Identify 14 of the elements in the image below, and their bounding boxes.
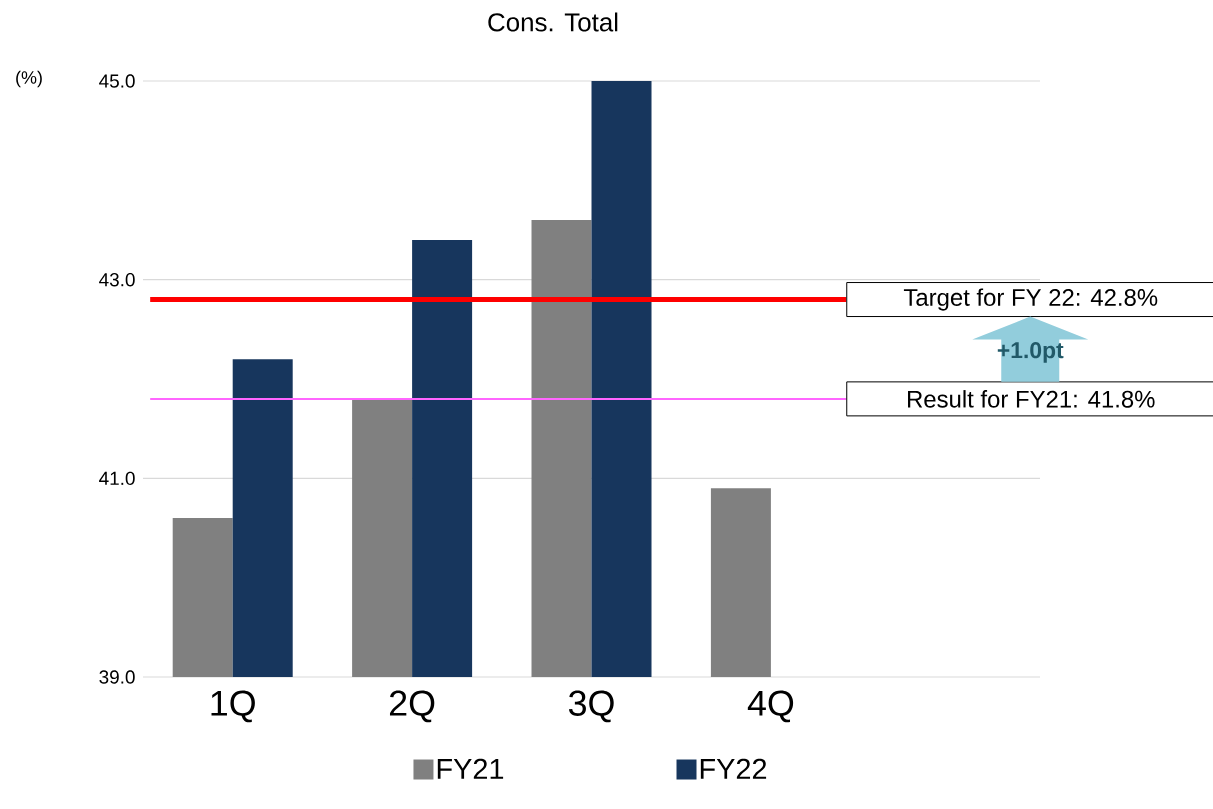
ref-line-label: Result for FY21: 41.8% [908, 390, 1155, 408]
chart-title: Cons. Total [488, 12, 618, 32]
y-tick-label: 39.0 [99, 670, 135, 684]
y-tick-label: 45.0 [99, 74, 135, 88]
ref-line-label: Target for FY 22: 42.8% [903, 288, 1158, 311]
legend-label: FY21 [437, 758, 504, 779]
y-tick-label: 41.0 [99, 471, 135, 486]
x-tick-label: 1Q [211, 690, 255, 723]
x-tick-label: 3Q [568, 690, 614, 723]
legend-label: FY22 [700, 758, 767, 779]
y-axis-title: (%) [16, 70, 42, 88]
x-tick-label: 4Q [747, 690, 794, 723]
x-tick-label: 2Q [389, 690, 435, 723]
y-tick-label: 43.0 [99, 272, 135, 287]
